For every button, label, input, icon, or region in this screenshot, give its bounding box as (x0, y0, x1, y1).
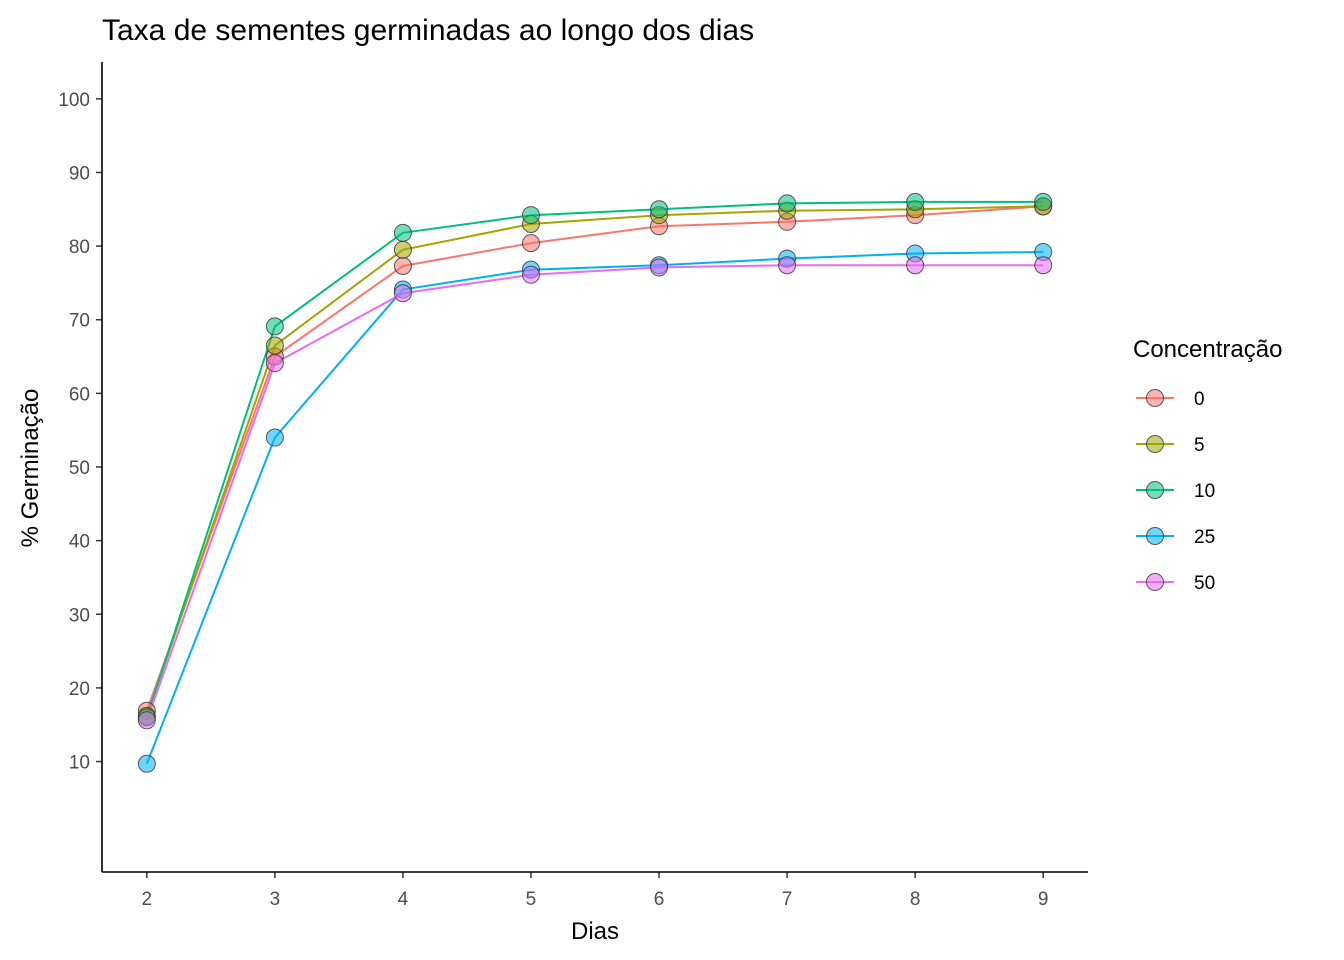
y-tick-label: 90 (69, 163, 90, 184)
series-line-10 (145, 200, 1044, 718)
data-point-0 (393, 256, 412, 275)
data-point-50 (778, 256, 797, 275)
legend-key-point (1146, 389, 1164, 407)
data-point-10 (906, 192, 925, 211)
legend-item-50: 50 (1136, 573, 1215, 594)
data-point-10 (1034, 192, 1053, 211)
legend-items: 0 5 10 25 50 (1136, 389, 1215, 594)
legend-key-point (1146, 573, 1164, 591)
data-point-50 (393, 284, 412, 303)
data-point-10 (265, 317, 284, 336)
data-point-50 (137, 711, 156, 730)
y-axis-title: % Germinação (17, 389, 44, 548)
series-line-25 (145, 251, 1044, 765)
legend-label: 0 (1194, 389, 1205, 410)
x-tick-label: 8 (910, 889, 921, 910)
y-axis-ticks: 10 20 30 40 50 60 70 80 90 100 (58, 90, 102, 774)
data-point-50 (1034, 256, 1053, 275)
series-points (137, 192, 1053, 773)
legend-key-point (1146, 481, 1164, 499)
y-tick-label: 80 (69, 237, 90, 258)
data-point-10 (521, 206, 540, 225)
x-axis-title: Dias (571, 918, 619, 945)
legend-key-point (1146, 435, 1164, 453)
y-tick-label: 40 (69, 532, 90, 553)
x-tick-label: 2 (142, 889, 153, 910)
legend-item-0: 0 (1136, 389, 1205, 410)
data-point-25 (137, 754, 156, 773)
data-point-25 (265, 428, 284, 447)
y-tick-label: 30 (69, 605, 90, 626)
legend-key-point (1146, 527, 1164, 545)
data-point-10 (393, 223, 412, 242)
data-point-5 (393, 240, 412, 259)
legend-title: Concentração (1133, 336, 1282, 363)
series-lines (145, 200, 1044, 765)
series-line-50 (145, 264, 1044, 721)
legend-item-25: 25 (1136, 527, 1215, 548)
data-point-10 (778, 194, 797, 213)
data-point-50 (906, 256, 925, 275)
data-point-10 (650, 200, 669, 219)
y-tick-label: 10 (69, 753, 90, 774)
x-tick-label: 6 (654, 889, 665, 910)
data-point-50 (521, 265, 540, 284)
legend-label: 25 (1194, 527, 1215, 548)
x-axis-ticks: 2 3 4 5 6 7 8 9 (142, 872, 1049, 910)
x-tick-label: 7 (782, 889, 793, 910)
legend: Concentração 0 5 10 25 50 (1133, 336, 1282, 594)
y-tick-label: 50 (69, 458, 90, 479)
y-tick-label: 20 (69, 679, 90, 700)
x-tick-label: 3 (270, 889, 281, 910)
data-point-5 (265, 336, 284, 355)
series-line-0 (145, 205, 1044, 712)
y-tick-label: 60 (69, 384, 90, 405)
x-tick-label: 9 (1038, 889, 1049, 910)
legend-item-5: 5 (1136, 435, 1205, 456)
legend-label: 5 (1194, 435, 1205, 456)
data-point-50 (650, 258, 669, 277)
y-tick-label: 100 (58, 90, 90, 111)
x-tick-label: 4 (398, 889, 409, 910)
data-point-0 (521, 234, 540, 253)
legend-item-10: 10 (1136, 481, 1215, 502)
legend-label: 10 (1194, 481, 1215, 502)
series-line-5 (145, 205, 1044, 717)
chart-title: Taxa de sementes germinadas ao longo dos… (102, 14, 754, 47)
legend-label: 50 (1194, 573, 1215, 594)
x-tick-label: 5 (526, 889, 537, 910)
y-tick-label: 70 (69, 311, 90, 332)
data-point-50 (265, 354, 284, 373)
